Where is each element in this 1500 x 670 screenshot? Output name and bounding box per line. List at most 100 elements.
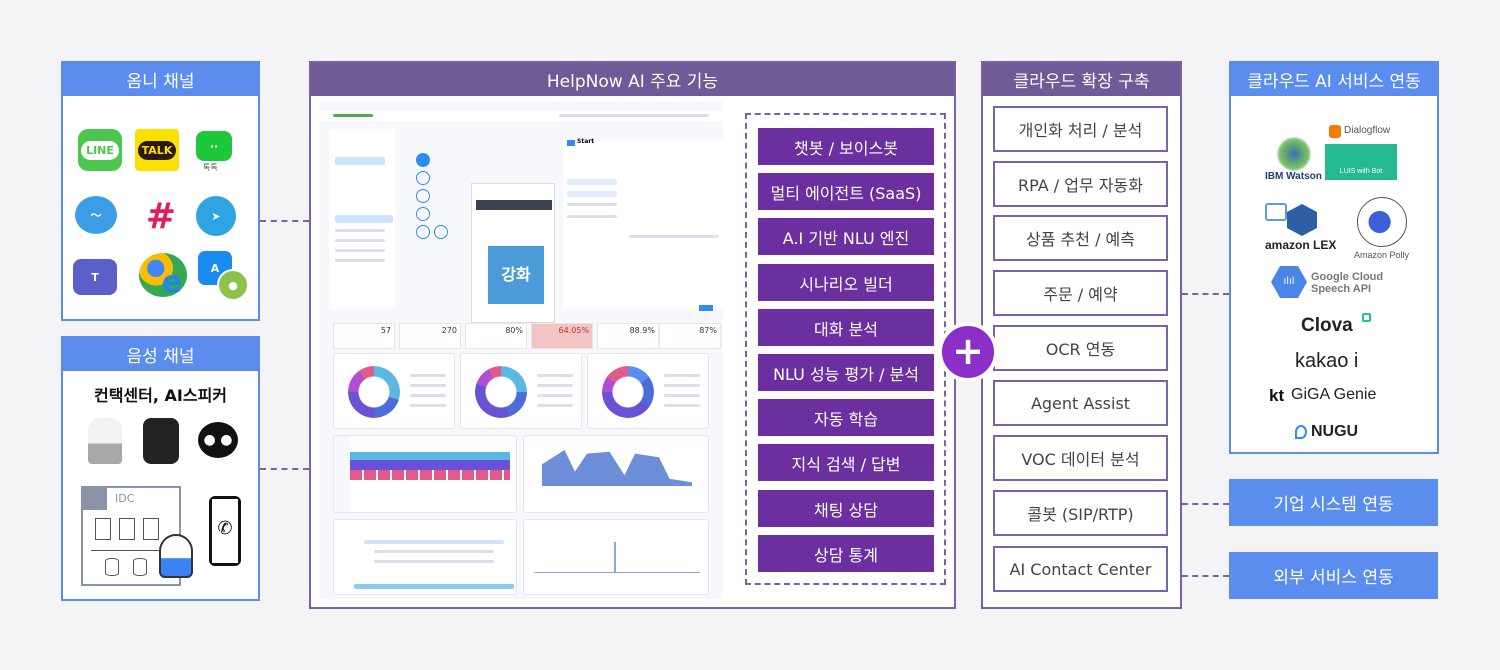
clova-logo: Clova bbox=[1301, 315, 1353, 336]
database-icon bbox=[105, 558, 119, 576]
external-integration-box: 외부 서비스 연동 bbox=[1229, 552, 1438, 599]
ai-speaker-google-icon bbox=[88, 418, 122, 464]
mock-donut-card bbox=[460, 353, 582, 429]
feature-nlu-engine: A.I 기반 NLU 엔진 bbox=[758, 218, 934, 255]
kakaotalk-icon: TALK bbox=[135, 129, 179, 171]
chatbot-headset-icon: ● ● bbox=[198, 422, 238, 458]
luis-logo: LUIS with Bot bbox=[1325, 144, 1397, 180]
speech-api-logo: Speech API bbox=[1311, 283, 1372, 295]
plus-icon: + bbox=[938, 322, 998, 382]
helpnow-screenshot: 강화 Start 57 270 80% 64.05% 88.9% 87% bbox=[319, 101, 723, 599]
ai-speaker-black-icon bbox=[143, 418, 179, 464]
feature-consult-stats: 상담 통계 bbox=[758, 535, 934, 572]
mock-flow-node bbox=[416, 153, 430, 167]
mock-left-sidebar bbox=[329, 129, 395, 309]
cloud-item: 주문 / 예약 bbox=[993, 270, 1168, 316]
feature-nlu-evaluation: NLU 성능 평가 / 분석 bbox=[758, 354, 934, 391]
cloud-item: 상품 추천 / 예측 bbox=[993, 215, 1168, 261]
connector bbox=[1182, 293, 1229, 295]
mock-area-chart-card bbox=[523, 435, 709, 513]
cloud-ai-panel: 클라우드 AI 서비스 연동 IBM Watson Dialogflow LUI… bbox=[1229, 61, 1439, 454]
mock-donut-card bbox=[333, 353, 455, 429]
mock-donut-card bbox=[587, 353, 709, 429]
server-icon bbox=[119, 518, 135, 540]
nugu-logo: NUGU bbox=[1311, 423, 1359, 440]
amazon-lex-icon bbox=[1287, 204, 1317, 236]
mock-start-title: Start bbox=[577, 138, 595, 145]
cloud-item: 개인화 처리 / 분석 bbox=[993, 106, 1168, 152]
mock-flow-node bbox=[416, 189, 430, 203]
helpnow-panel: HelpNow AI 주요 기능 강화 Start 57 270 80 bbox=[309, 61, 956, 609]
feature-scenario-builder: 시나리오 빌더 bbox=[758, 264, 934, 301]
connector bbox=[260, 468, 309, 470]
enterprise-integration-box: 기업 시스템 연동 bbox=[1229, 479, 1438, 526]
dialogflow-logo: Dialogflow bbox=[1344, 125, 1391, 136]
feature-auto-learning: 자동 학습 bbox=[758, 399, 934, 436]
telegram-icon: ➤ bbox=[196, 196, 236, 236]
ibm-watson-icon bbox=[1277, 137, 1311, 171]
building-icon bbox=[83, 488, 107, 510]
feature-list: 챗봇 / 보이스봇 멀티 에이전트 (SaaS) A.I 기반 NLU 엔진 시… bbox=[745, 113, 946, 585]
cloud-ai-title: 클라우드 AI 서비스 연동 bbox=[1231, 63, 1437, 96]
idc-label: IDC bbox=[115, 492, 135, 505]
phone-icon: ✆ bbox=[209, 496, 241, 566]
network-line bbox=[91, 550, 163, 551]
mock-kpi: 270 bbox=[399, 323, 461, 349]
mock-kpi: 57 bbox=[333, 323, 395, 349]
connector bbox=[1182, 503, 1229, 505]
ibm-watson-logo: IBM Watson bbox=[1265, 171, 1322, 182]
mock-topbar bbox=[319, 111, 723, 121]
helpnow-title: HelpNow AI 주요 기능 bbox=[311, 63, 954, 96]
cloud-item: OCR 연동 bbox=[993, 325, 1168, 371]
mock-gantt-card bbox=[333, 519, 517, 595]
clova-x-icon bbox=[1362, 313, 1371, 322]
mock-line-chart-card bbox=[523, 519, 709, 595]
mock-kpi: 80% bbox=[465, 323, 527, 349]
omni-channel-title: 옴니 채널 bbox=[63, 63, 258, 96]
slack-icon: # bbox=[145, 195, 177, 237]
cloud-build-title: 클라우드 확장 구축 bbox=[983, 63, 1180, 96]
feature-chatbot-voicebot: 챗봇 / 보이스봇 bbox=[758, 128, 934, 165]
feature-chat-consult: 채팅 상담 bbox=[758, 490, 934, 527]
cloud-item: AI Contact Center bbox=[993, 546, 1168, 592]
mock-start-panel: Start bbox=[563, 138, 723, 311]
teams-icon: T bbox=[73, 259, 117, 295]
feature-multi-agent: 멀티 에이전트 (SaaS) bbox=[758, 173, 934, 210]
google-cloud-logo: Google Cloud bbox=[1311, 271, 1384, 283]
server-icon bbox=[95, 518, 111, 540]
feature-knowledge-search: 지식 검색 / 답변 bbox=[758, 444, 934, 481]
agent-headset-icon bbox=[159, 534, 193, 578]
mock-flow-node bbox=[416, 225, 430, 239]
mock-banner: 강화 bbox=[488, 246, 544, 304]
amazon-polly-icon bbox=[1357, 197, 1407, 247]
mock-flow-node bbox=[434, 225, 448, 239]
cloud-item: 콜봇 (SIP/RTP) bbox=[993, 490, 1168, 536]
mock-flow-node bbox=[416, 171, 430, 185]
cloud-item: RPA / 업무 자동화 bbox=[993, 161, 1168, 207]
amazon-lex-logo: amazon LEX bbox=[1265, 238, 1337, 252]
mock-phone-preview: 강화 bbox=[471, 183, 555, 323]
idc-diagram: IDC bbox=[81, 486, 181, 586]
giga-genie-logo: GiGA Genie bbox=[1291, 386, 1377, 403]
cloud-item: Agent Assist bbox=[993, 380, 1168, 426]
mock-kpi: 88.9% bbox=[597, 323, 659, 349]
voice-channel-title: 음성 채널 bbox=[63, 338, 258, 371]
cloud-build-panel: 클라우드 확장 구축 개인화 처리 / 분석 RPA / 업무 자동화 상품 추… bbox=[981, 61, 1182, 609]
mock-stacked-bar-card bbox=[333, 435, 517, 513]
messenger-icon: 〜 bbox=[75, 196, 117, 234]
mock-kpi: 87% bbox=[659, 323, 721, 349]
nugu-icon bbox=[1295, 425, 1307, 439]
cloud-item: VOC 데이터 분석 bbox=[993, 435, 1168, 481]
omni-channel-panel: 옴니 채널 LINE TALK ·· 톡톡 〜 # ➤ T e A ● bbox=[61, 61, 260, 321]
kakao-i-logo: kakao i bbox=[1295, 350, 1359, 372]
voice-subtitle: 컨택센터, AI스피커 bbox=[93, 386, 228, 405]
google-cloud-speech-icon: ılıl bbox=[1271, 266, 1307, 298]
connector bbox=[260, 220, 309, 222]
line-icon: LINE bbox=[78, 129, 122, 171]
server-icon bbox=[143, 518, 159, 540]
mock-kpi: 64.05% bbox=[531, 323, 593, 349]
voice-channel-panel: 음성 채널 컨택센터, AI스피커 ● ● IDC ✆ bbox=[61, 336, 260, 601]
chrome-ie-icon: e bbox=[139, 253, 187, 300]
dialogflow-icon bbox=[1329, 125, 1341, 138]
feature-conversation-analysis: 대화 분석 bbox=[758, 309, 934, 346]
